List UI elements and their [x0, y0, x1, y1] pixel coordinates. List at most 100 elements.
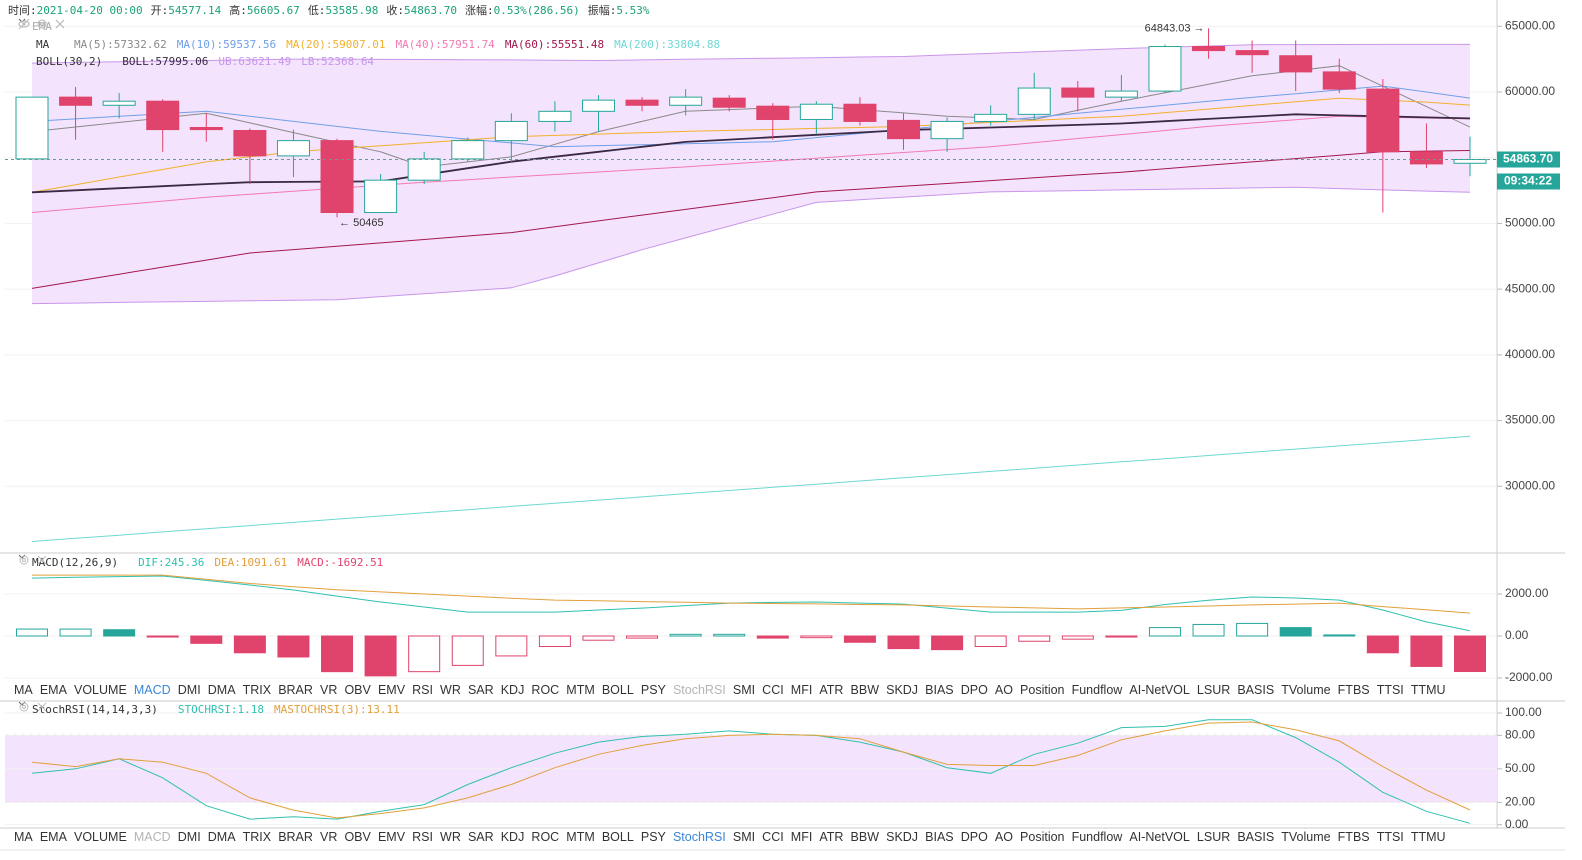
indicator-tab[interactable]: ATR — [819, 683, 844, 697]
chevron-icon[interactable] — [18, 18, 26, 24]
indicator-tab[interactable]: RSI — [412, 830, 433, 844]
indicator-tab[interactable]: SKDJ — [886, 830, 919, 844]
indicator-tab[interactable]: VR — [320, 830, 338, 844]
indicator-tab[interactable]: MFI — [790, 830, 813, 844]
indicator-tab[interactable]: DMI — [177, 830, 201, 844]
indicator-tab[interactable]: MACD — [133, 830, 171, 844]
legend-icon-group[interactable] — [18, 554, 50, 566]
indicator-tab[interactable]: LSUR — [1196, 683, 1231, 697]
indicator-tab[interactable]: TTSI — [1376, 830, 1404, 844]
indicator-tab[interactable]: EMV — [377, 683, 406, 697]
indicator-tab[interactable]: ATR — [819, 830, 844, 844]
indicator-tab[interactable]: DPO — [960, 830, 988, 844]
indicator-line — [32, 574, 1471, 614]
indicator-tab[interactable]: TRIX — [242, 830, 272, 844]
indicator-tab[interactable]: Fundflow — [1071, 683, 1123, 697]
indicator-tab[interactable]: CCI — [762, 683, 784, 697]
indicator-tab[interactable]: TTMU — [1410, 830, 1446, 844]
indicator-tab[interactable]: MACD — [133, 683, 171, 697]
indicator-tab[interactable]: SMI — [732, 683, 756, 697]
indicator-tab[interactable]: AI-NetVOL — [1129, 830, 1190, 844]
indicator-tab[interactable]: KDJ — [500, 830, 525, 844]
indicator-tab[interactable]: TVolume — [1281, 683, 1331, 697]
indicator-tab[interactable]: TRIX — [242, 683, 272, 697]
legend-group-label: EMA — [32, 20, 52, 34]
indicator-tab[interactable]: LSUR — [1196, 830, 1231, 844]
candle-body — [1279, 55, 1313, 73]
indicator-tab[interactable]: SAR — [467, 830, 494, 844]
indicator-tab[interactable]: VOLUME — [74, 683, 127, 697]
indicator-tab[interactable]: EMA — [39, 830, 67, 844]
indicator-tab[interactable]: FTBS — [1337, 683, 1370, 697]
indicator-tab[interactable]: AI-NetVOL — [1129, 683, 1190, 697]
indicator-tab[interactable]: SAR — [467, 683, 494, 697]
legend-name: MA(20) — [286, 38, 332, 51]
overlay-line — [31, 115, 1471, 213]
indicator-tab[interactable]: TVolume — [1281, 830, 1331, 844]
indicator-tab[interactable]: Fundflow — [1071, 830, 1123, 844]
legend-value: 245.36 — [164, 556, 205, 570]
indicator-tab[interactable]: PSY — [640, 683, 666, 697]
indicator-tab[interactable]: WR — [440, 683, 461, 697]
indicator-tab[interactable]: Position — [1020, 683, 1065, 697]
candle-body — [320, 140, 354, 214]
indicator-tab[interactable]: SMI — [732, 830, 756, 844]
indicator-tab[interactable]: OBV — [344, 830, 371, 844]
indicator-tab[interactable]: KDJ — [500, 683, 525, 697]
legend-name: BOLL — [122, 55, 155, 68]
indicator-tab[interactable]: EMA — [39, 683, 67, 697]
indicator-tab[interactable]: BIAS — [925, 830, 954, 844]
header-label: 开: — [150, 4, 169, 17]
indicator-tab[interactable]: BOLL — [601, 830, 634, 844]
header-field: 涨幅:0.53%(286.56) — [465, 2, 580, 18]
legend-title: StochRSI(14,14,3,3) — [32, 703, 158, 717]
indicator-tab[interactable]: BASIS — [1237, 683, 1275, 697]
indicator-tab[interactable]: DMI — [177, 683, 201, 697]
indicator-tab[interactable]: BIAS — [925, 683, 954, 697]
indicator-tab[interactable]: FTBS — [1337, 830, 1370, 844]
header-label: 收: — [386, 4, 405, 17]
histogram-bar — [843, 635, 876, 643]
indicator-tab[interactable]: StochRSI — [672, 830, 726, 844]
indicator-tab[interactable]: BASIS — [1237, 830, 1275, 844]
indicator-tab[interactable]: VR — [320, 683, 338, 697]
indicator-tab[interactable]: RSI — [412, 683, 433, 697]
indicator-tab[interactable]: MFI — [790, 683, 813, 697]
indicator-tab[interactable]: BRAR — [278, 830, 313, 844]
indicator-tab[interactable]: BBW — [850, 683, 880, 697]
legend-icon-group[interactable] — [18, 701, 50, 713]
y-tick-label: 50000.00 — [1505, 216, 1555, 230]
legend-name: MASTOCHRSI(3) — [274, 703, 367, 716]
indicator-tab[interactable]: VOLUME — [74, 830, 127, 844]
legend-icon-group[interactable] — [18, 18, 68, 30]
indicator-tab[interactable]: WR — [440, 830, 461, 844]
indicator-tab[interactable]: MTM — [566, 683, 595, 697]
indicator-tab[interactable]: SKDJ — [886, 683, 919, 697]
indicator-tab[interactable]: ROC — [531, 683, 560, 697]
indicator-tab[interactable]: DPO — [960, 683, 988, 697]
indicator-tab[interactable]: PSY — [640, 830, 666, 844]
indicator-tab[interactable]: TTMU — [1410, 683, 1446, 697]
indicator-tab[interactable]: CCI — [762, 830, 784, 844]
indicator-tab[interactable]: DMA — [207, 830, 236, 844]
indicator-tab[interactable]: AO — [994, 830, 1013, 844]
indicator-tab[interactable]: OBV — [344, 683, 371, 697]
indicator-tab[interactable]: MA — [14, 830, 33, 844]
indicator-tab[interactable]: BRAR — [278, 683, 313, 697]
indicator-tab[interactable]: StochRSI — [672, 683, 726, 697]
indicator-tab[interactable]: DMA — [207, 683, 236, 697]
price-tag-box — [1497, 151, 1560, 168]
indicator-tab[interactable]: BBW — [850, 830, 880, 844]
header-field: 低:53585.98 — [308, 2, 379, 18]
indicator-tab[interactable]: AO — [994, 683, 1013, 697]
legend-row: StochRSI(14,14,3,3) STOCHRSI1.18 MASTOCHRS… — [4, 701, 400, 719]
indicator-tab[interactable]: EMV — [377, 830, 406, 844]
indicator-tab[interactable]: ROC — [531, 830, 560, 844]
indicator-tab[interactable]: TTSI — [1376, 683, 1404, 697]
indicator-tab[interactable]: Position — [1020, 830, 1065, 844]
indicator-tab[interactable]: BOLL — [601, 683, 634, 697]
candle-body — [1148, 46, 1182, 92]
indicator-tab[interactable]: MTM — [566, 830, 595, 844]
indicator-tab[interactable]: MA — [14, 683, 33, 697]
candle-body — [146, 100, 180, 131]
